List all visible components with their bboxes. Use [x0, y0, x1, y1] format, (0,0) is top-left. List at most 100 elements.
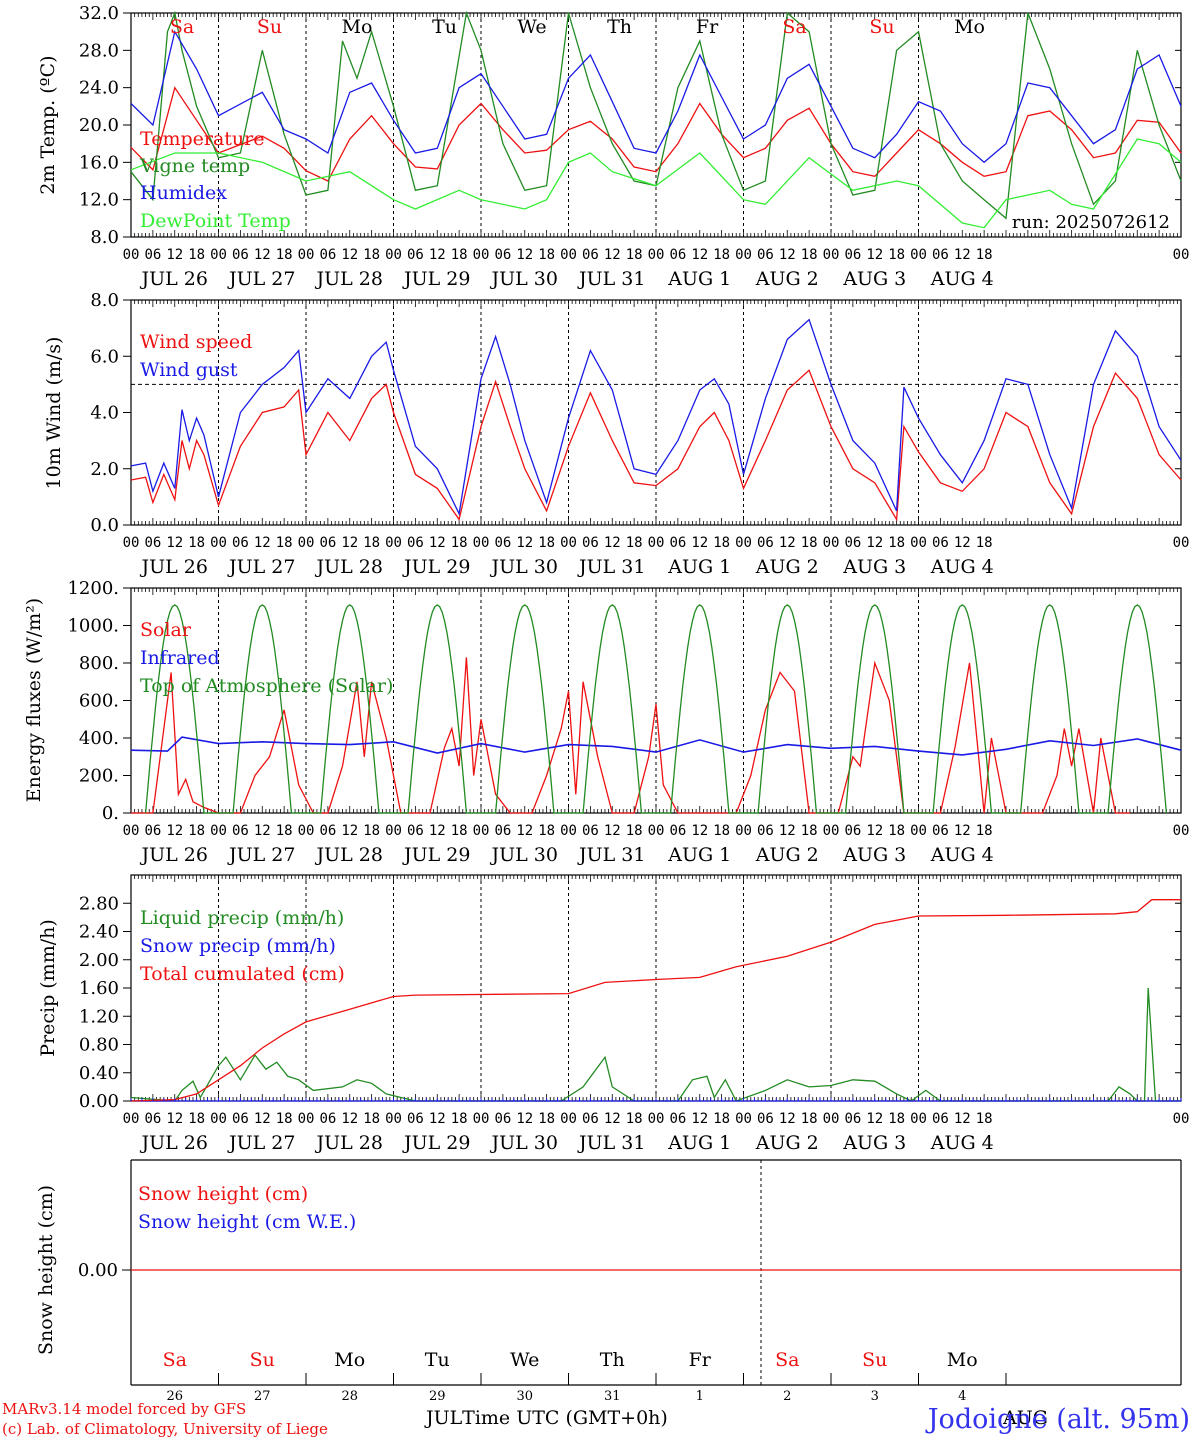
- precip-day-separators: [218, 875, 919, 1101]
- hour-tick-label: 18: [801, 823, 818, 839]
- y-tick-label: 2.0: [90, 459, 119, 480]
- snow-day-number: 1: [696, 1389, 704, 1404]
- hour-tick-label: 12: [779, 535, 796, 551]
- precip-y-axis-label: Precip (mm/h): [37, 919, 59, 1057]
- hour-tick-label: 12: [779, 1111, 796, 1127]
- hour-tick-label: 12: [604, 1111, 621, 1127]
- day-name: Su: [869, 16, 894, 38]
- date-label: AUG 1: [667, 844, 731, 866]
- hour-tick-label: 18: [976, 1111, 993, 1127]
- y-tick-label: 1.60: [79, 978, 119, 999]
- hour-tick-label: 00: [473, 247, 490, 263]
- legend-dewpoint-temp: DewPoint Temp: [140, 210, 291, 232]
- snow-day-name: Mo: [947, 1349, 978, 1371]
- hour-tick-label: 06: [932, 1111, 949, 1127]
- snow-day-ticks: [130, 1373, 1007, 1385]
- y-tick-label: 32.0: [79, 3, 119, 24]
- hour-tick-label: 00: [210, 535, 227, 551]
- hour-tick-label: 18: [538, 823, 555, 839]
- hour-tick-label: 18: [801, 535, 818, 551]
- legend-temperature: Temperature: [140, 128, 264, 150]
- hour-tick-label: 00: [648, 535, 665, 551]
- y-tick-label: 24.0: [79, 78, 119, 99]
- hour-tick-label: 12: [254, 823, 271, 839]
- hour-tick-label: 00: [735, 1111, 752, 1127]
- hour-tick-label: 06: [844, 247, 861, 263]
- temperature-day-names: Sa Su Mo Tu We Th Fr Sa Su Mo: [170, 16, 985, 38]
- y-tick-label: 28.0: [79, 40, 119, 61]
- hour-tick-label: 00: [910, 1111, 927, 1127]
- hour-tick-label: 12: [954, 823, 971, 839]
- hour-tick-label: 06: [232, 247, 249, 263]
- snow-day-number: 31: [604, 1389, 621, 1404]
- hour-tick-label: 00: [560, 247, 577, 263]
- hour-tick-label: 00: [210, 247, 227, 263]
- series-humidex: [130, 29, 1182, 164]
- hour-tick-label: 18: [626, 1111, 643, 1127]
- hour-tick-label: 06: [494, 535, 511, 551]
- date-label: JUL 31: [577, 1132, 645, 1154]
- snow-panel: 0.00 Snow height (cm) Snow height (cm) S…: [35, 1159, 1182, 1404]
- hour-tick-label: 12: [254, 247, 271, 263]
- date-label: JUL 26: [140, 844, 208, 866]
- snow-day-number: 4: [958, 1389, 966, 1404]
- hour-tick-label: 12: [254, 535, 271, 551]
- snow-day-names: Sa Su Mo Tu We Th Fr Sa Su Mo: [163, 1349, 978, 1371]
- y-tick-label: 20.0: [79, 115, 119, 136]
- snow-frame: [130, 1159, 1182, 1386]
- y-tick-label: 4.0: [90, 403, 119, 424]
- hour-tick-label: 12: [166, 823, 183, 839]
- y-tick-label: 2.00: [79, 950, 119, 971]
- hour-tick-label: 06: [144, 823, 161, 839]
- wind-y-axis-label: 10m Wind (m/s): [43, 337, 65, 490]
- hour-tick-label: 18: [538, 247, 555, 263]
- day-name: Sa: [170, 16, 194, 38]
- hour-tick-label: 12: [604, 247, 621, 263]
- y-tick-label: 200.: [79, 766, 119, 787]
- snow-day-name: Su: [250, 1349, 275, 1371]
- hour-tick-label: 06: [669, 247, 686, 263]
- hour-tick-label: 12: [516, 1111, 533, 1127]
- temperature-y-tick-labels: 8.0 12.0 16.0 20.0 24.0 28.0 32.0: [79, 3, 119, 248]
- hour-tick-label: 12: [779, 823, 796, 839]
- day-name: Th: [607, 16, 632, 38]
- credit-line-1: MARv3.14 model forced by GFS: [2, 1400, 246, 1418]
- date-label: JUL 27: [227, 556, 295, 578]
- hour-tick-label: 06: [669, 823, 686, 839]
- legend-infrared: Infrared: [140, 647, 220, 669]
- series-total-cumulated-cm-: [130, 899, 1181, 1102]
- date-label: JUL 28: [315, 268, 383, 290]
- hour-tick-label: 12: [691, 823, 708, 839]
- hour-tick-label: 00: [473, 823, 490, 839]
- y-tick-label: 600.: [79, 691, 119, 712]
- snow-day-number: 3: [871, 1389, 879, 1404]
- date-label: JUL 28: [315, 844, 383, 866]
- y-tick-label: 0.40: [79, 1063, 119, 1084]
- hour-tick-label: 00: [648, 247, 665, 263]
- hour-tick-label: 00: [735, 535, 752, 551]
- date-label: JUL 29: [402, 1132, 470, 1154]
- hour-tick-label: 06: [757, 247, 774, 263]
- hour-tick-label: 00: [123, 1111, 140, 1127]
- hour-tick-label: 18: [538, 1111, 555, 1127]
- snow-day-number: 2: [783, 1389, 791, 1404]
- hour-tick-label: 00: [823, 823, 840, 839]
- hour-tick-label: 06: [407, 247, 424, 263]
- wind-panel: 0.0 2.0 4.0 6.0 8.0 10m Wind (m/s) Wind spee…: [43, 290, 1189, 578]
- run-label: run: 2025072612: [1012, 212, 1170, 233]
- hour-tick-label: 18: [538, 535, 555, 551]
- hour-tick-label: 12: [516, 247, 533, 263]
- hour-tick-label: 12: [341, 247, 358, 263]
- temperature-frame: [130, 12, 1182, 238]
- y-tick-label: 2.40: [79, 922, 119, 943]
- date-label: JUL 30: [490, 1132, 558, 1154]
- hour-tick-label: 12: [866, 1111, 883, 1127]
- hour-tick-label: 00: [210, 1111, 227, 1127]
- hour-tick-label: 12: [954, 247, 971, 263]
- y-tick-label: 1000.: [67, 616, 119, 637]
- hour-tick-label: 18: [713, 823, 730, 839]
